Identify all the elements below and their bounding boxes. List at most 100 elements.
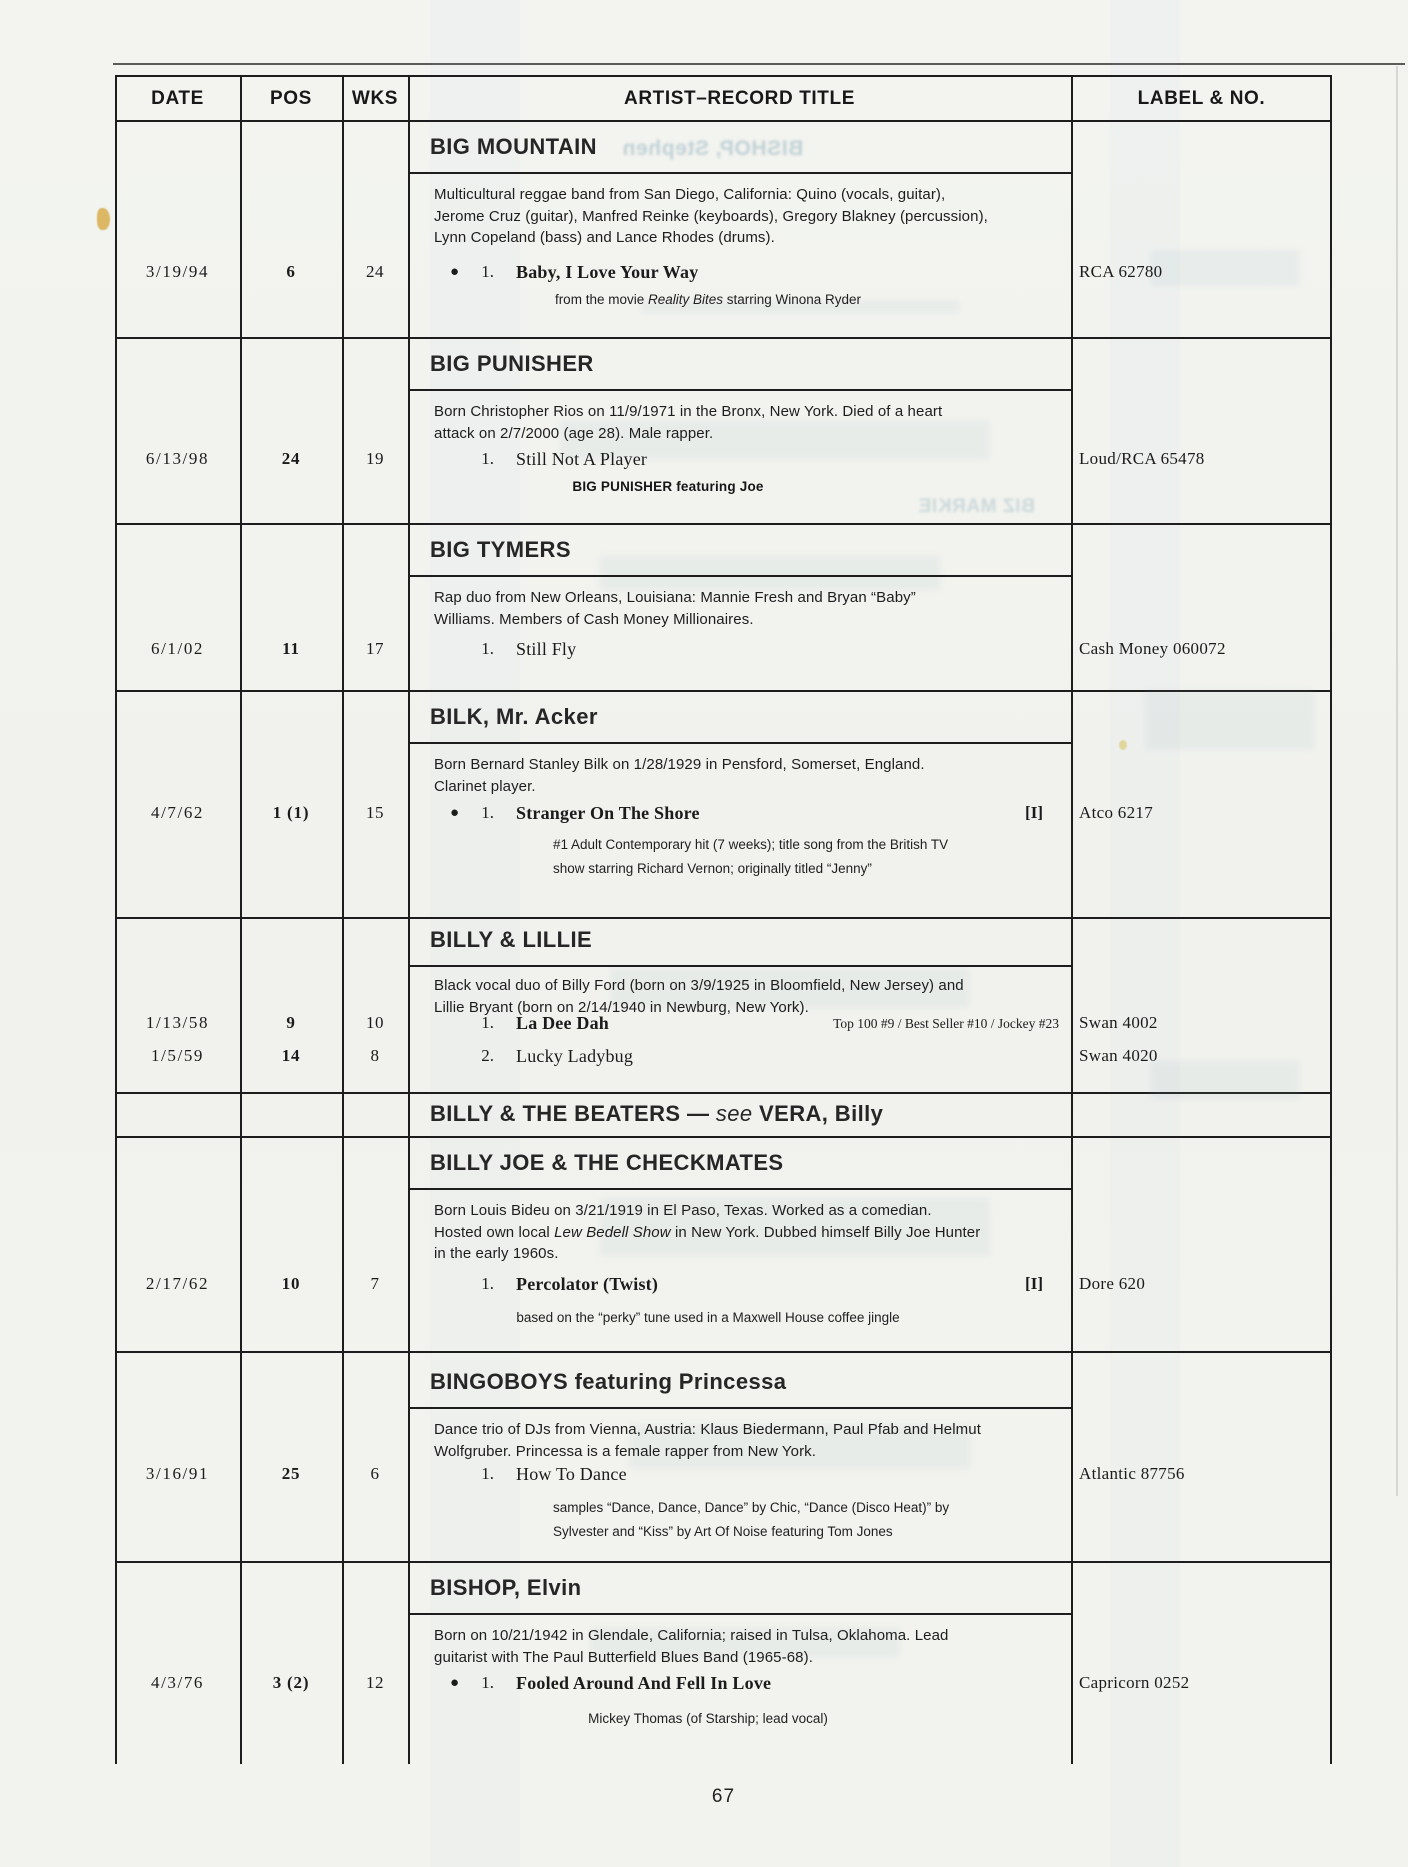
paper-stain [1119,740,1127,750]
artist-bio: Born Christopher Rios on 11/9/1971 in th… [434,403,943,442]
track-number: 1. [481,1274,494,1293]
crossref-section-billy-and-the-beaters: BILLY & THE BEATERS — see VERA, Billy [115,1094,1332,1138]
song-date: 1/13/58 [145,1013,210,1032]
crossref-artist: BILLY & THE BEATERS — [430,1101,716,1126]
column-divider [240,77,242,1764]
song-title: Still Fly [516,639,577,659]
song-title: How To Dance [516,1464,627,1484]
artist-bio: Multicultural reggae band from San Diego… [434,186,988,246]
artist-heading: BIG MOUNTAIN [430,134,597,159]
song-date: 1/5/59 [150,1046,205,1065]
table-header-row: DATE POS WKS ARTIST–RECORD TITLE LABEL &… [115,77,1332,122]
paper-stain [97,208,110,230]
bleedthrough-smudge [600,556,940,590]
record-label: Loud/RCA 65478 [1079,449,1205,468]
track-number: 1. [481,639,494,658]
track-number: 1. [481,449,494,468]
crossref-see-word: see [715,1101,753,1126]
crossref-heading: BILLY & THE BEATERS — see VERA, Billy [408,1101,1071,1127]
song-peak-pos: 3 (2) [272,1673,310,1692]
song-note: from the movie Reality Bites starring Wi… [554,292,862,307]
song-date: 4/3/76 [150,1673,205,1692]
song-title-cell: ● 1. Stranger On The Shore [I] [408,799,1071,827]
song-title-cell: 1. Still Fly [408,635,1071,663]
artist-section-billy-joe: BILLY JOE & THE CHECKMATES Born Louis Bi… [115,1138,1332,1353]
song-title: Fooled Around And Fell In Love [516,1673,772,1693]
artist-section-billy-and-lillie: BILLY & LILLIE Black vocal duo of Billy … [115,919,1332,1094]
record-label: Atlantic 87756 [1079,1464,1185,1483]
song-row: 6/1/02 11 17 1. Still Fly Cash Money 060… [115,635,1332,663]
song-peak-pos: 1 (1) [272,803,310,822]
table-border [115,77,117,1764]
song-date: 3/16/91 [145,1464,210,1483]
heading-rule [408,742,1071,744]
song-weeks: 15 [366,803,384,822]
song-peak-pos: 14 [281,1046,301,1065]
song-title: Still Not A Player [516,449,648,469]
track-number: 1. [481,262,494,281]
record-label: Cash Money 060072 [1079,639,1226,658]
artist-bio: Rap duo from New Orleans, Louisiana: Man… [434,589,916,628]
artist-heading: BINGOBOYS featuring Princessa [430,1369,787,1394]
gold-record-icon: ● [450,1675,460,1691]
heading-rule [408,965,1071,967]
song-note: Mickey Thomas (of Starship; lead vocal) [588,1711,828,1726]
record-label: Dore 620 [1079,1274,1146,1293]
song-peak-pos: 10 [281,1274,301,1293]
track-number: 1. [481,1013,494,1032]
bleedthrough-smudge [1150,1060,1300,1100]
bleedthrough-text: BIZ MARKIE [918,496,1035,517]
artist-bio: Born on 10/21/1942 in Glendale, Californ… [434,1627,949,1666]
song-date: 4/7/62 [150,803,205,822]
header-label-no: LABEL & NO. [1137,87,1266,109]
artist-section-big-mountain: BIG MOUNTAIN Multicultural reggae band f… [115,122,1332,339]
track-number: 1. [481,803,494,822]
instrumental-marker: [I] [1025,803,1043,822]
song-row: 1/13/58 9 10 1. La Dee Dah Top 100 #9 / … [115,1009,1332,1037]
scan-tint [1110,0,1180,1867]
bleedthrough-smudge [560,420,990,460]
song-title-cell: 1. Percolator (Twist) [I] [408,1270,1071,1298]
artist-bio: Dance trio of DJs from Vienna, Austria: … [434,1421,981,1460]
artist-bio: Born Louis Bideu on 3/21/1919 in El Paso… [434,1202,981,1262]
heading-rule [408,389,1071,391]
crossref-target: VERA, Billy [752,1101,884,1126]
column-divider [408,77,410,1764]
artist-section-bilk: BILK, Mr. Acker Born Bernard Stanley Bil… [115,692,1332,919]
song-peak-pos: 25 [281,1464,301,1483]
song-date: 2/17/62 [145,1274,210,1293]
song-date: 6/13/98 [145,449,210,468]
song-title-cell: 1. Still Not A Player [408,445,1071,473]
heading-rule [408,1407,1071,1409]
artist-bio: Born Bernard Stanley Bilk on 1/28/1929 i… [434,756,925,795]
record-label: Atco 6217 [1079,803,1153,822]
artist-section-bishop-elvin: BISHOP, Elvin Born on 10/21/1942 in Glen… [115,1563,1332,1764]
song-row: 1/5/59 14 8 2. Lucky Ladybug Swan 4020 [115,1042,1332,1070]
artist-heading: BILLY JOE & THE CHECKMATES [430,1150,784,1175]
song-title-cell: 1. La Dee Dah Top 100 #9 / Best Seller #… [408,1009,1071,1037]
song-title: Lucky Ladybug [516,1046,634,1066]
column-divider [1071,77,1073,1764]
bleedthrough-smudge [640,300,960,314]
song-title-cell: ● 1. Fooled Around And Fell In Love [408,1669,1071,1697]
song-weeks: 17 [366,639,384,658]
artist-section-bingoboys: BINGOBOYS featuring Princessa Dance trio… [115,1353,1332,1563]
artist-section-big-punisher: BIG PUNISHER Born Christopher Rios on 11… [115,339,1332,525]
track-number: 1. [481,1464,494,1483]
song-note: #1 Adult Contemporary hit (7 weeks); tit… [553,837,949,876]
column-divider [342,77,344,1764]
heading-rule [408,575,1071,577]
song-note: based on the “perky” tune used in a Maxw… [516,1310,900,1325]
bleedthrough-smudge [630,1425,970,1469]
song-peak-pos: 6 [286,262,296,281]
instrumental-marker: [I] [1025,1274,1043,1293]
song-row: 4/7/62 1 (1) 15 ● 1. Stranger On The Sho… [115,799,1332,827]
bleedthrough-smudge [590,1628,900,1658]
artist-heading: BISHOP, Elvin [430,1575,582,1600]
bleedthrough-smudge [1150,250,1300,286]
song-weeks: 6 [370,1464,380,1483]
page-number: 67 [711,1786,736,1807]
song-row: 4/3/76 3 (2) 12 ● 1. Fooled Around And F… [115,1669,1332,1697]
song-weeks: 8 [370,1046,380,1065]
